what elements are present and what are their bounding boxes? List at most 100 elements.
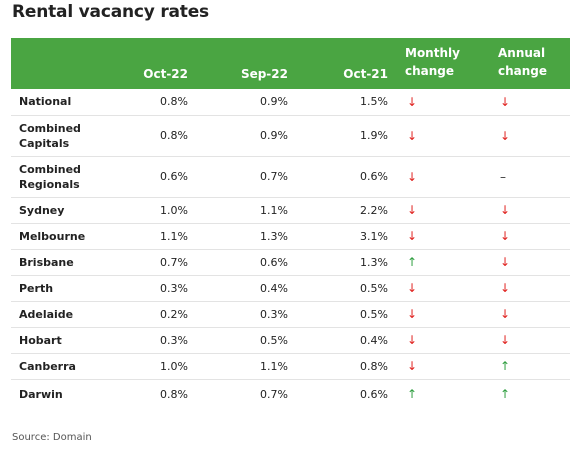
table-row: Perth 0.3% 0.4% 0.5% ↓ ↓ bbox=[11, 275, 570, 301]
page-title: Rental vacancy rates bbox=[12, 2, 209, 22]
source-note: Source: Domain bbox=[12, 432, 92, 443]
value-sep-22: 0.7% bbox=[260, 387, 288, 401]
arrow-down-icon: ↓ bbox=[407, 128, 418, 143]
annual-change-indicator-cell: ↑ bbox=[484, 353, 570, 379]
annual-change-indicator-cell: ↓ bbox=[484, 327, 570, 353]
region-name-line2: Regionals bbox=[19, 177, 80, 191]
annual-change-indicator-cell: ↓ bbox=[484, 275, 570, 301]
value-oct-22: 1.1% bbox=[160, 229, 188, 243]
annual-change-indicator-cell: ↑ bbox=[484, 379, 570, 409]
value-oct-22: 0.2% bbox=[160, 307, 188, 321]
monthly-change-indicator-cell: ↓ bbox=[391, 197, 484, 223]
table-row: Canberra 1.0% 1.1% 0.8% ↓ ↑ bbox=[11, 353, 570, 379]
region-name: Combined Capitals bbox=[11, 115, 106, 156]
annual-change-indicator-cell: ↓ bbox=[484, 89, 570, 115]
region-name: Perth bbox=[11, 275, 106, 301]
header-sep-22: Sep-22 bbox=[191, 38, 291, 89]
value-oct-21: 0.6% bbox=[360, 170, 388, 183]
value-oct-22: 0.8% bbox=[160, 95, 188, 109]
table-row: Combined Capitals 0.8% 0.9% 1.9% ↓ ↓ bbox=[11, 115, 570, 156]
table-body: National 0.8% 0.9% 1.5% ↓ ↓ Combined Capitals 0.… bbox=[11, 89, 570, 409]
value-oct-22: 0.7% bbox=[160, 255, 188, 269]
arrow-up-icon: ↑ bbox=[407, 255, 418, 269]
region-name: Melbourne bbox=[11, 223, 106, 249]
header-oct-22-label: Oct-22 bbox=[143, 66, 188, 81]
arrow-down-icon: ↓ bbox=[500, 128, 511, 143]
region-name-line1: Sydney bbox=[19, 203, 65, 217]
arrow-down-icon: ↓ bbox=[407, 169, 418, 184]
header-sep-22-label: Sep-22 bbox=[240, 66, 288, 81]
table-header: Oct-22 Sep-22 Oct-21 Monthly change Annu… bbox=[11, 38, 570, 89]
table-row: Brisbane 0.7% 0.6% 1.3% ↑ ↓ bbox=[11, 249, 570, 275]
region-name: Sydney bbox=[11, 197, 106, 223]
value-sep-22: 0.7% bbox=[260, 170, 288, 183]
region-name-line1: Combined bbox=[19, 121, 81, 135]
value-oct-21: 0.5% bbox=[360, 281, 388, 295]
value-sep-22: 0.9% bbox=[260, 129, 288, 142]
region-name: National bbox=[11, 89, 106, 115]
value-sep-22: 0.4% bbox=[260, 281, 288, 295]
header-annual-line2: change bbox=[498, 63, 548, 78]
region-name: Combined Regionals bbox=[11, 156, 106, 197]
header-oct-21-label: Oct-21 bbox=[343, 66, 388, 81]
arrow-down-icon: ↓ bbox=[407, 359, 418, 373]
annual-change-indicator-cell: ↓ bbox=[484, 223, 570, 249]
annual-change-indicator-cell: ↓ bbox=[484, 115, 570, 156]
value-oct-21: 1.5% bbox=[360, 95, 388, 109]
arrow-up-icon: ↑ bbox=[500, 359, 511, 373]
annual-change-indicator-cell: ↓ bbox=[484, 249, 570, 275]
annual-change-indicator-cell: ↓ bbox=[484, 197, 570, 223]
arrow-up-icon: ↑ bbox=[407, 387, 418, 402]
table-row: Hobart 0.3% 0.5% 0.4% ↓ ↓ bbox=[11, 327, 570, 353]
value-sep-22: 0.9% bbox=[260, 95, 288, 109]
region-name: Brisbane bbox=[11, 249, 106, 275]
table-row: Combined Regionals 0.6% 0.7% 0.6% ↓ – bbox=[11, 156, 570, 197]
region-name: Hobart bbox=[11, 327, 106, 353]
arrow-up-icon: ↑ bbox=[500, 387, 511, 402]
value-oct-22: 0.6% bbox=[160, 170, 188, 183]
table-row: Sydney 1.0% 1.1% 2.2% ↓ ↓ bbox=[11, 197, 570, 223]
value-oct-21: 3.1% bbox=[360, 229, 388, 243]
monthly-change-indicator-cell: ↑ bbox=[391, 379, 484, 409]
region-name-line1: Canberra bbox=[19, 359, 76, 373]
region-name-line1: National bbox=[19, 95, 72, 109]
value-oct-22: 0.8% bbox=[160, 129, 188, 142]
arrow-down-icon: ↓ bbox=[500, 333, 511, 347]
monthly-change-indicator-cell: ↓ bbox=[391, 115, 484, 156]
arrow-down-icon: ↓ bbox=[500, 255, 511, 269]
monthly-change-indicator-cell: ↓ bbox=[391, 275, 484, 301]
region-name-line1: Melbourne bbox=[19, 229, 86, 243]
value-oct-21: 2.2% bbox=[360, 203, 388, 217]
table-row: Melbourne 1.1% 1.3% 3.1% ↓ ↓ bbox=[11, 223, 570, 249]
value-sep-22: 0.3% bbox=[260, 307, 288, 321]
region-name-line1: Combined bbox=[19, 162, 81, 176]
vacancy-table-frame[interactable]: Oct-22 Sep-22 Oct-21 Monthly change Annu… bbox=[11, 38, 570, 415]
arrow-down-icon: ↓ bbox=[407, 281, 418, 295]
value-oct-22: 0.3% bbox=[160, 281, 188, 295]
monthly-change-indicator-cell: ↓ bbox=[391, 223, 484, 249]
arrow-down-icon: ↓ bbox=[500, 229, 511, 243]
region-name-line1: Hobart bbox=[19, 333, 62, 347]
value-sep-22: 1.1% bbox=[260, 359, 288, 373]
value-oct-21: 1.3% bbox=[360, 255, 388, 269]
value-oct-22: 0.3% bbox=[160, 333, 188, 347]
value-oct-21: 0.8% bbox=[360, 359, 388, 373]
value-oct-22: 0.8% bbox=[160, 387, 188, 401]
monthly-change-indicator-cell: ↓ bbox=[391, 327, 484, 353]
table-row: National 0.8% 0.9% 1.5% ↓ ↓ bbox=[11, 89, 570, 115]
region-name-line1: Darwin bbox=[19, 387, 63, 401]
value-sep-22: 0.5% bbox=[260, 333, 288, 347]
value-sep-22: 1.3% bbox=[260, 229, 288, 243]
header-name bbox=[11, 38, 106, 89]
region-name-line1: Adelaide bbox=[19, 307, 74, 321]
value-oct-21: 1.9% bbox=[360, 129, 388, 142]
header-row: Oct-22 Sep-22 Oct-21 Monthly change Annu… bbox=[11, 38, 570, 89]
vacancy-table: Oct-22 Sep-22 Oct-21 Monthly change Annu… bbox=[11, 38, 570, 409]
value-oct-21: 0.6% bbox=[360, 387, 388, 401]
value-oct-21: 0.4% bbox=[360, 333, 388, 347]
region-name-line1: Brisbane bbox=[19, 255, 74, 269]
header-monthly-line2: change bbox=[405, 63, 455, 78]
header-monthly-change: Monthly change bbox=[391, 38, 484, 89]
arrow-down-icon: ↓ bbox=[407, 229, 418, 243]
region-name: Adelaide bbox=[11, 301, 106, 327]
